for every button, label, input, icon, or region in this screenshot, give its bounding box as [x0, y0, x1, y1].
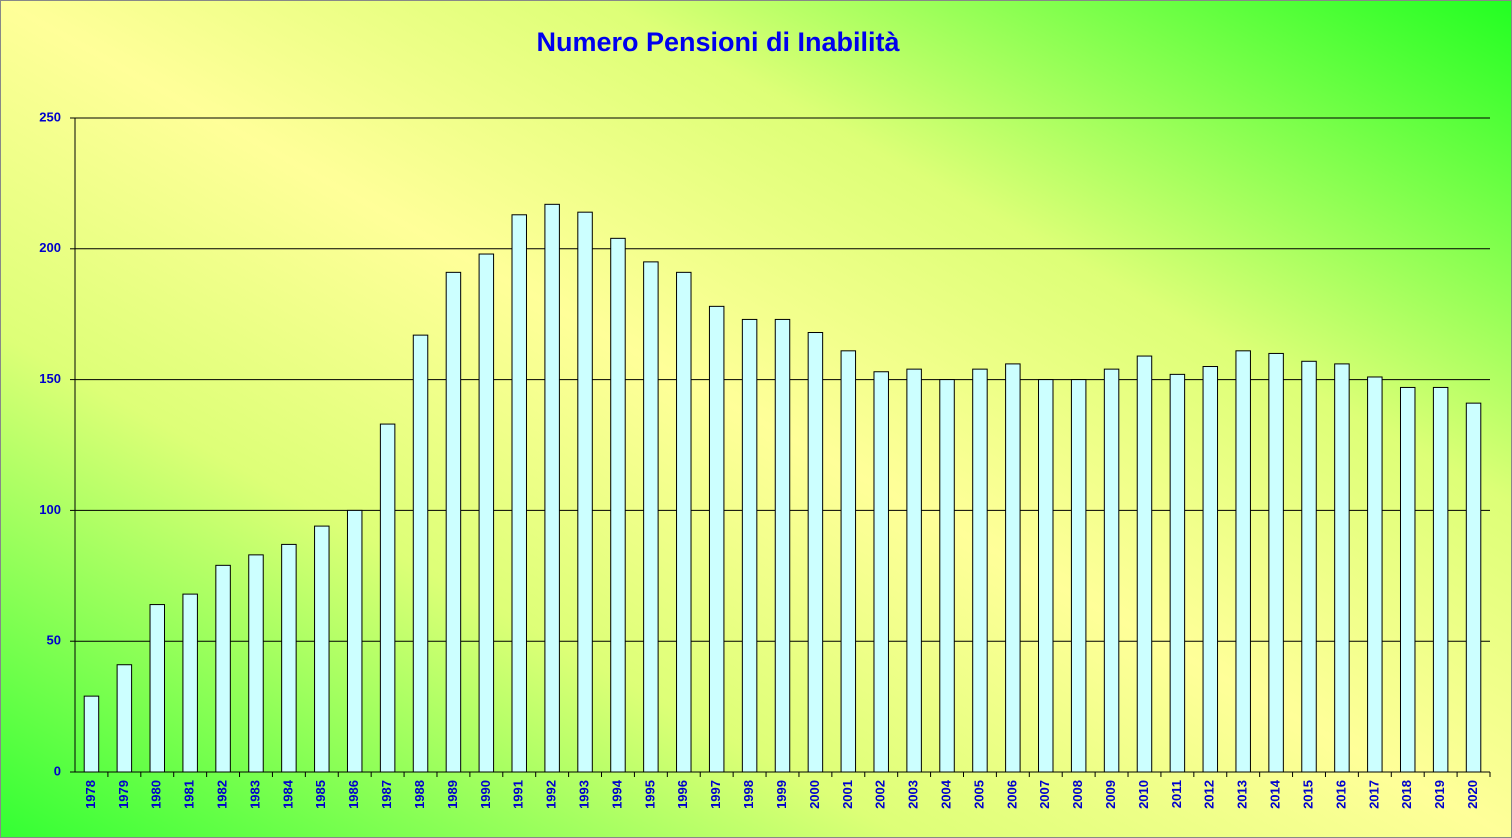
x-tick-label: 2005: [971, 780, 986, 809]
bar: [215, 564, 231, 773]
bar: [939, 379, 955, 773]
bar: [774, 318, 791, 773]
bar: [379, 423, 396, 773]
x-tick-label: 1982: [215, 780, 230, 809]
bar: [412, 334, 429, 773]
x-tick-label: 2014: [1268, 779, 1283, 809]
bar: [1399, 386, 1416, 773]
x-tick-label: 2020: [1465, 780, 1480, 809]
bar: [182, 593, 198, 773]
bar: [610, 237, 626, 773]
x-tick-label: 1980: [149, 780, 164, 809]
bar: [346, 509, 363, 773]
x-tick-label: 2008: [1070, 780, 1085, 809]
x-tick-label: 2017: [1366, 780, 1381, 809]
bar: [445, 271, 462, 773]
bar: [873, 371, 889, 773]
x-tick-label: 1978: [83, 780, 98, 809]
x-tick-label: 2009: [1103, 780, 1118, 809]
bar: [149, 604, 166, 773]
x-tick-label: 2001: [840, 780, 855, 809]
bar: [807, 332, 824, 773]
x-tick-label: 1983: [247, 780, 262, 809]
bar: [248, 554, 264, 773]
bar: [840, 350, 857, 773]
bar: [1103, 368, 1120, 773]
y-tick-label: 0: [54, 763, 61, 778]
x-tick-label: 2013: [1235, 780, 1250, 809]
y-tick-label: 150: [39, 371, 61, 386]
bar: [1005, 363, 1021, 773]
x-tick-label: 1996: [675, 780, 690, 809]
bar: [972, 368, 988, 773]
bar: [281, 543, 297, 773]
x-tick-label: 1995: [642, 780, 657, 809]
x-tick-label: 1990: [478, 780, 493, 809]
bar: [1136, 355, 1153, 773]
y-tick-label: 100: [39, 502, 61, 517]
bar: [643, 261, 659, 773]
bar: [676, 271, 692, 773]
bar: [511, 214, 527, 773]
bar: [83, 695, 100, 773]
x-tick-label: 2015: [1300, 780, 1315, 809]
x-tick-label: 1994: [609, 779, 624, 809]
bar: [1334, 363, 1350, 773]
x-tick-label: 1987: [379, 780, 394, 809]
x-tick-label: 2002: [873, 780, 888, 809]
x-tick-label: 2007: [1037, 780, 1052, 809]
chart-title: Numero Pensioni di Inabilità: [536, 27, 900, 57]
x-tick-label: 1991: [511, 780, 526, 809]
bar: [741, 318, 758, 773]
bar: [1038, 379, 1054, 773]
bar: [577, 211, 593, 773]
bar: [116, 664, 133, 773]
bar: [1301, 360, 1317, 773]
bar: [1465, 402, 1482, 773]
x-tick-label: 2018: [1399, 780, 1414, 809]
x-tick-label: 2019: [1432, 780, 1447, 809]
x-tick-label: 2011: [1169, 780, 1184, 808]
bar: [314, 525, 330, 773]
x-tick-label: 1988: [412, 780, 427, 809]
bar: [478, 253, 495, 773]
x-tick-label: 1986: [346, 780, 361, 809]
x-tick-label: 1981: [182, 780, 197, 809]
y-tick-label: 50: [47, 633, 61, 648]
x-tick-label: 1997: [708, 780, 723, 809]
x-tick-label: 2010: [1136, 780, 1151, 809]
x-tick-label: 2012: [1202, 780, 1217, 809]
bar: [1169, 373, 1186, 773]
y-tick-label: 200: [39, 240, 61, 255]
x-tick-label: 1992: [544, 780, 559, 809]
bar: [1070, 379, 1087, 773]
bar: [1367, 376, 1383, 773]
x-tick-label: 2003: [906, 780, 921, 809]
x-tick-label: 1979: [116, 780, 131, 809]
y-tick-label: 250: [39, 109, 61, 124]
x-tick-label: 1998: [741, 780, 756, 809]
x-tick-label: 1989: [445, 780, 460, 809]
x-tick-label: 1993: [576, 780, 591, 809]
bar: [1202, 366, 1219, 773]
bar: [1235, 350, 1251, 773]
x-tick-label: 2000: [807, 780, 822, 809]
x-tick-label: 1999: [774, 780, 789, 809]
x-tick-label: 2004: [938, 779, 953, 809]
bar: [906, 368, 922, 773]
x-tick-label: 1984: [280, 779, 295, 809]
x-tick-label: 2016: [1333, 780, 1348, 809]
bar: [708, 305, 725, 773]
bar: [1268, 352, 1284, 773]
bar: [1432, 386, 1449, 773]
x-tick-label: 1985: [313, 780, 328, 809]
x-tick-label: 2006: [1004, 780, 1019, 809]
bar: [544, 203, 560, 773]
